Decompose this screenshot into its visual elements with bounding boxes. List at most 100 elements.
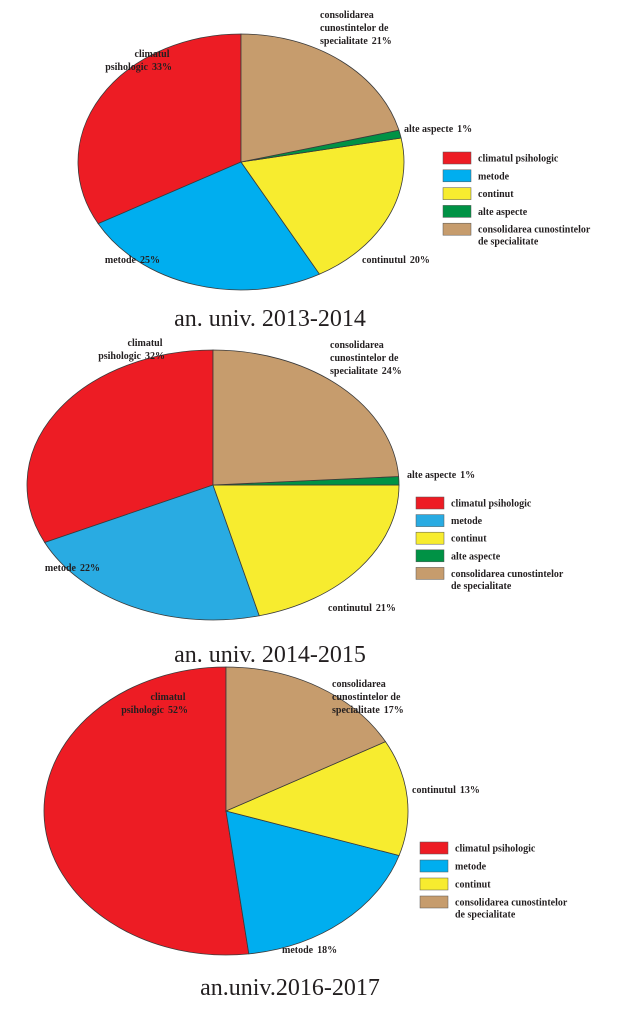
slice-label: continutul 20% [362, 255, 430, 266]
label-name: climatul psihologic [98, 338, 165, 362]
legend-swatch [415, 531, 445, 545]
label-name: metode [45, 563, 77, 574]
label-name: climatul psihologic [451, 499, 532, 510]
slice-label: climatul psihologic 52% [121, 692, 188, 716]
label-name: climatul psihologic [455, 844, 536, 855]
label-name: climatul psihologic [121, 692, 188, 716]
legend-label: consolidarea cunostintelor de specialita… [478, 225, 593, 248]
label-name: metode [105, 255, 137, 266]
label-name: alte aspecte [404, 124, 454, 135]
slice-label: climatul psihologic 32% [98, 338, 165, 362]
label-name: consolidarea cunostintelor de specialita… [320, 10, 391, 47]
label-name: metode [282, 945, 314, 956]
legend-label: consolidarea cunostintelor de specialita… [455, 898, 570, 921]
chart-caption: an.univ.2016-2017 [200, 975, 380, 1001]
label-name: consolidarea cunostintelor de specialita… [455, 898, 570, 921]
pie-chart: climatul psihologic 32%metode 22%continutu… [26, 338, 566, 668]
legend-label: climatul psihologic [455, 844, 536, 855]
label-name: consolidarea cunostintelor de specialita… [330, 340, 401, 377]
legend-label: continut [478, 189, 514, 200]
label-name: continut [478, 189, 514, 200]
legend-swatch [419, 895, 449, 909]
slice-label: climatul psihologic 33% [105, 49, 172, 73]
label-name: continutul [362, 255, 406, 266]
slice-label: metode 22% [45, 563, 100, 574]
label-name: consolidarea cunostintelor de specialita… [451, 569, 566, 592]
pie-chart: climatul psihologic 52%metode 18%continutu… [43, 666, 570, 1001]
pie-slice [240, 137, 405, 275]
slice-label: continutul 21% [328, 603, 396, 614]
slice-value-label: 17% [384, 705, 404, 716]
legend-label: alte aspecte [478, 207, 528, 218]
label-name: metode [451, 516, 483, 527]
legend-swatch [442, 151, 472, 165]
legend-label: continut [451, 534, 487, 545]
legend-label: climatul psihologic [451, 499, 532, 510]
legend-swatch [419, 859, 449, 873]
pie-slice [224, 741, 409, 856]
legend-swatch [419, 841, 449, 855]
legend-swatch [442, 205, 472, 218]
label-name: consolidarea cunostintelor de specialita… [332, 679, 403, 716]
label-name: continut [451, 534, 487, 545]
slice-label: continutul 13% [412, 785, 480, 796]
pie-slice [97, 161, 321, 291]
legend-swatch [442, 169, 472, 183]
slice-value-label: 18% [317, 945, 337, 956]
legend-label: metode [455, 862, 487, 873]
pie-chart: climatul psihologic 33%metode 25% continutu… [77, 10, 593, 332]
pie-slice [26, 349, 214, 543]
pie-slice [44, 484, 260, 621]
pie-slice [225, 810, 400, 955]
legend-swatch [442, 222, 472, 236]
pie-slice [43, 666, 250, 956]
legend-swatch [415, 496, 445, 510]
label-name: alte aspecte [478, 207, 528, 218]
slice-value-label: 13% [460, 785, 480, 796]
label-name: continutul [412, 785, 456, 796]
label-name: climatul psihologic [105, 49, 172, 73]
legend-label: consolidarea cunostintelor de specialita… [451, 569, 566, 592]
legend-label: metode [478, 171, 510, 182]
label-name: alte aspecte [407, 470, 457, 481]
legend-swatch [419, 877, 449, 891]
pie-slice [77, 33, 242, 225]
slice-label: alte aspecte 1% [407, 470, 475, 481]
legend-swatch [415, 549, 445, 563]
legend-label: continut [455, 880, 491, 891]
legend-swatch [415, 567, 445, 580]
slice-label: metode 25% [105, 255, 160, 266]
legend-swatch [415, 514, 445, 527]
label-name: metode [455, 862, 487, 873]
slice-value-label: 32% [145, 351, 165, 362]
slice-label: consolidarea cunostintelor de specialita… [320, 10, 392, 47]
chart-caption: an. univ. 2013-2014 [174, 306, 366, 332]
slice-value-label: 22% [80, 563, 100, 574]
chart-caption: an. univ. 2014-2015 [174, 642, 366, 668]
label-name: continutul [328, 603, 372, 614]
slice-value-label: 52% [168, 705, 188, 716]
legend-label: climatul psihologic [478, 154, 559, 165]
slice-value-label: 20% [410, 255, 430, 266]
slice-value-label: 33% [152, 62, 172, 73]
slice-label: consolidarea cunostintelor de specialita… [332, 679, 404, 716]
legend-label: metode [451, 516, 483, 527]
legend-swatch [442, 187, 472, 200]
pie-slice [240, 33, 400, 163]
label-name: continut [455, 880, 491, 891]
pie-slice [212, 484, 400, 617]
label-name: alte aspecte [451, 551, 501, 562]
legend-label: alte aspecte [451, 551, 501, 562]
label-name: climatul psihologic [478, 154, 559, 165]
pie-slice [225, 666, 387, 812]
label-name: metode [478, 171, 510, 182]
slice-value-label: 1% [457, 124, 472, 135]
pie-slice [212, 349, 400, 486]
slice-value-label: 21% [372, 36, 392, 47]
slice-value-label: 1% [460, 470, 475, 481]
label-name: consolidarea cunostintelor de specialita… [478, 225, 593, 248]
slice-label: consolidarea cunostintelor de specialita… [330, 340, 402, 377]
slice-value-label: 25% [140, 255, 160, 266]
slice-label: alte aspecte 1% [404, 124, 472, 135]
